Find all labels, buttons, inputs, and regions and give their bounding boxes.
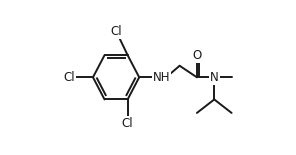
Text: Cl: Cl bbox=[110, 25, 122, 38]
Text: NH: NH bbox=[152, 71, 170, 84]
Text: Cl: Cl bbox=[122, 117, 133, 130]
Text: Cl: Cl bbox=[63, 71, 75, 84]
Text: N: N bbox=[210, 71, 219, 84]
Text: O: O bbox=[192, 49, 202, 62]
